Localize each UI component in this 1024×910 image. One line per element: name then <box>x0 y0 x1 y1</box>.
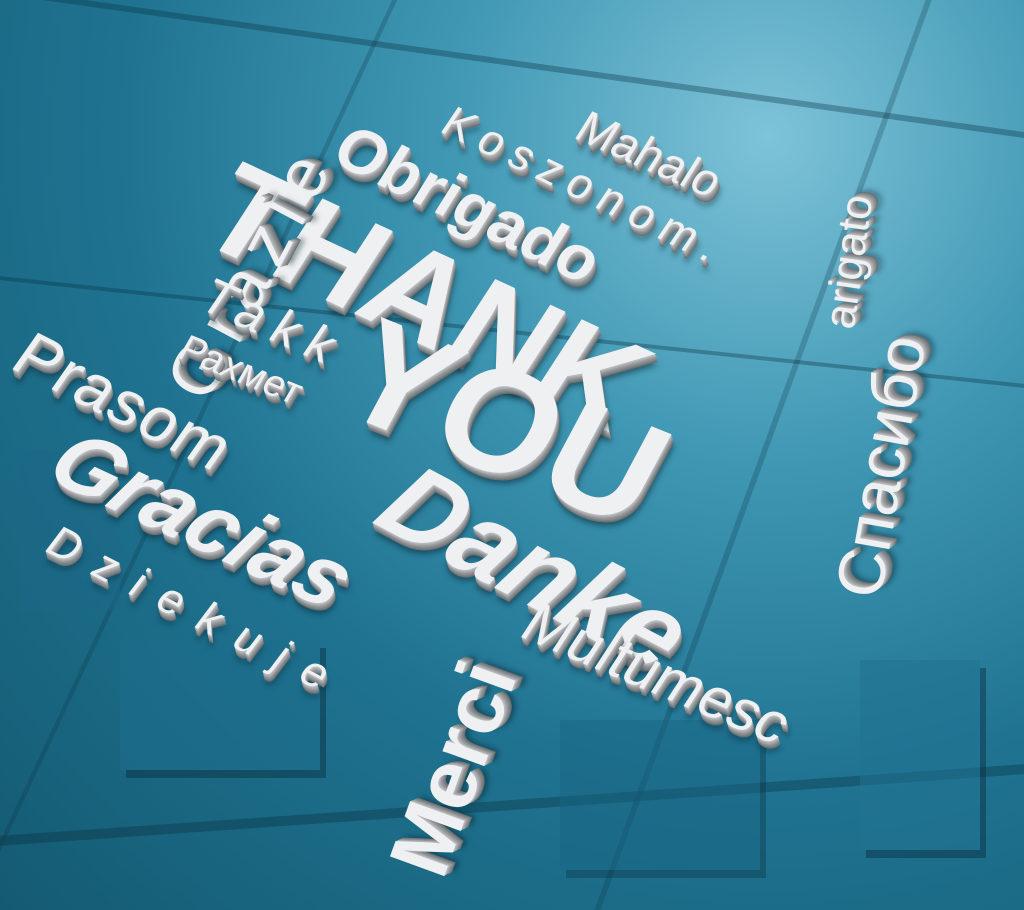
floor-block <box>860 660 980 850</box>
word-merci: Merci <box>370 649 535 888</box>
word-spasibo: Спасибо <box>820 329 940 604</box>
word-arigato: arigato <box>815 191 883 332</box>
floor-block <box>20 450 120 610</box>
floor-groove <box>0 0 1024 138</box>
floor-block <box>120 640 320 770</box>
floor-block <box>560 720 760 870</box>
